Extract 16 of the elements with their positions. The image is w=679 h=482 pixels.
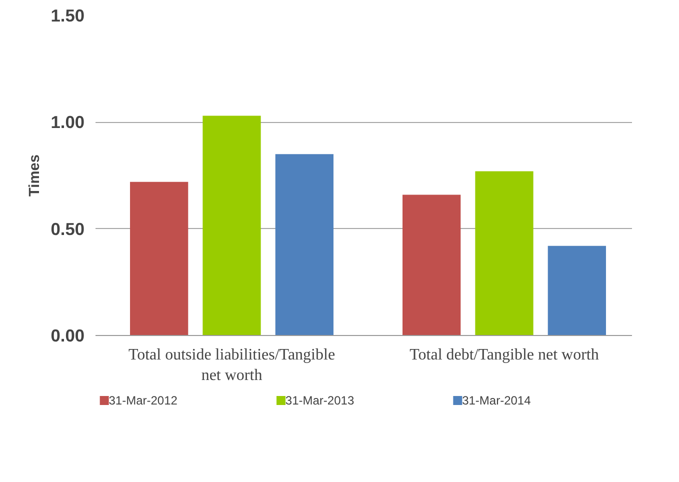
x-tick-label: Total outside liabilities/Tangible net worth xyxy=(128,346,336,384)
x-tick-label: Total debt/Tangible net worth xyxy=(410,346,599,364)
bar xyxy=(275,154,334,336)
bar xyxy=(475,171,534,336)
bar xyxy=(402,194,461,336)
y-axis-title: Times xyxy=(26,154,43,197)
y-tick-label: 0.00 xyxy=(50,326,85,346)
legend-label: 31-Mar-2013 xyxy=(285,394,354,408)
legend-label: 31-Mar-2012 xyxy=(108,394,178,408)
bar xyxy=(130,182,188,336)
legend-label: 31-Mar-2014 xyxy=(462,394,532,408)
y-tick-label: 0.50 xyxy=(50,218,85,239)
y-tick-label: 1.00 xyxy=(50,112,85,132)
bar xyxy=(202,116,261,336)
bar xyxy=(548,246,606,336)
y-tick-label: 1.50 xyxy=(50,6,85,26)
